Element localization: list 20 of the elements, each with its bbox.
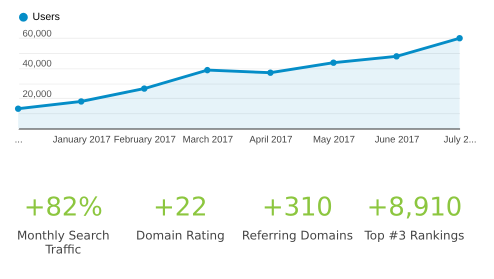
x-tick-label: June 2017 [374,134,420,146]
text: Domain Rating [136,228,225,242]
text: Monthly Search Traffic [17,228,110,257]
text: Top #3 Rankings [364,228,464,242]
text: +22 [153,192,208,222]
text: +8,910 [366,192,462,222]
text: +82% [24,192,103,222]
x-tick-label: ... [14,134,23,146]
y-tick-label: 60,000 [22,28,52,40]
x-tick-label: February 2017 [114,134,176,146]
x-tick-label: July 2... [444,134,477,146]
text: +310 [262,192,333,222]
x-tick-label: April 2017 [249,134,292,146]
y-tick-label: 20,000 [22,88,52,100]
x-tick-label: January 2017 [52,134,111,146]
x-tick-label: May 2017 [312,134,355,146]
y-tick-label: 40,000 [22,58,52,70]
x-tick-label: March 2017 [182,134,234,146]
text: Referring Domains [242,228,353,242]
legend-label: Users [32,11,60,24]
